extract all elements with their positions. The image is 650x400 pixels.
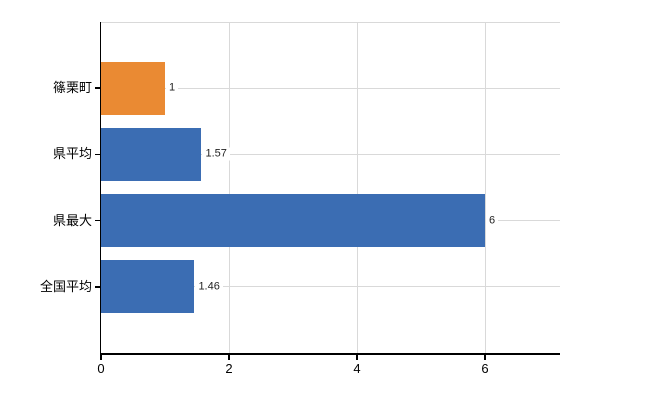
x-tick-label: 4 <box>353 361 361 376</box>
bar-value-label: 6 <box>486 214 499 228</box>
x-axis-tick <box>484 354 486 360</box>
gridline-x-4 <box>357 22 358 353</box>
x-tick-label: 6 <box>481 361 489 376</box>
category-label: 全国平均 <box>39 278 92 294</box>
gridline-row <box>101 286 560 288</box>
category-label: 県平均 <box>52 146 92 162</box>
x-axis-tick <box>100 354 102 360</box>
bar-2 <box>101 194 485 248</box>
x-tick-label: 0 <box>97 361 105 376</box>
x-axis-tick <box>356 354 358 360</box>
gridline-x-2 <box>229 22 230 353</box>
gridline-x-6 <box>485 22 486 353</box>
bar-value-label: 1 <box>166 81 179 95</box>
x-tick-label: 2 <box>225 361 233 376</box>
gridline-row <box>101 87 560 89</box>
y-axis-tick <box>95 87 101 89</box>
bar-value-label: 1.57 <box>202 147 230 161</box>
y-axis-line <box>99 22 101 355</box>
y-axis-tick <box>95 153 101 156</box>
y-axis-tick <box>95 286 101 288</box>
bar-0 <box>101 61 165 115</box>
bar-3 <box>101 260 195 314</box>
bar-value-label: 1.46 <box>195 280 223 294</box>
category-label: 篠栗町 <box>52 80 92 96</box>
x-axis-tick <box>228 354 230 360</box>
bar-1 <box>101 127 202 181</box>
category-label: 県最大 <box>52 212 92 228</box>
gridline-row <box>101 153 560 155</box>
plot-top-border <box>101 22 560 23</box>
x-axis-line <box>99 353 560 355</box>
y-axis-tick <box>95 219 101 222</box>
